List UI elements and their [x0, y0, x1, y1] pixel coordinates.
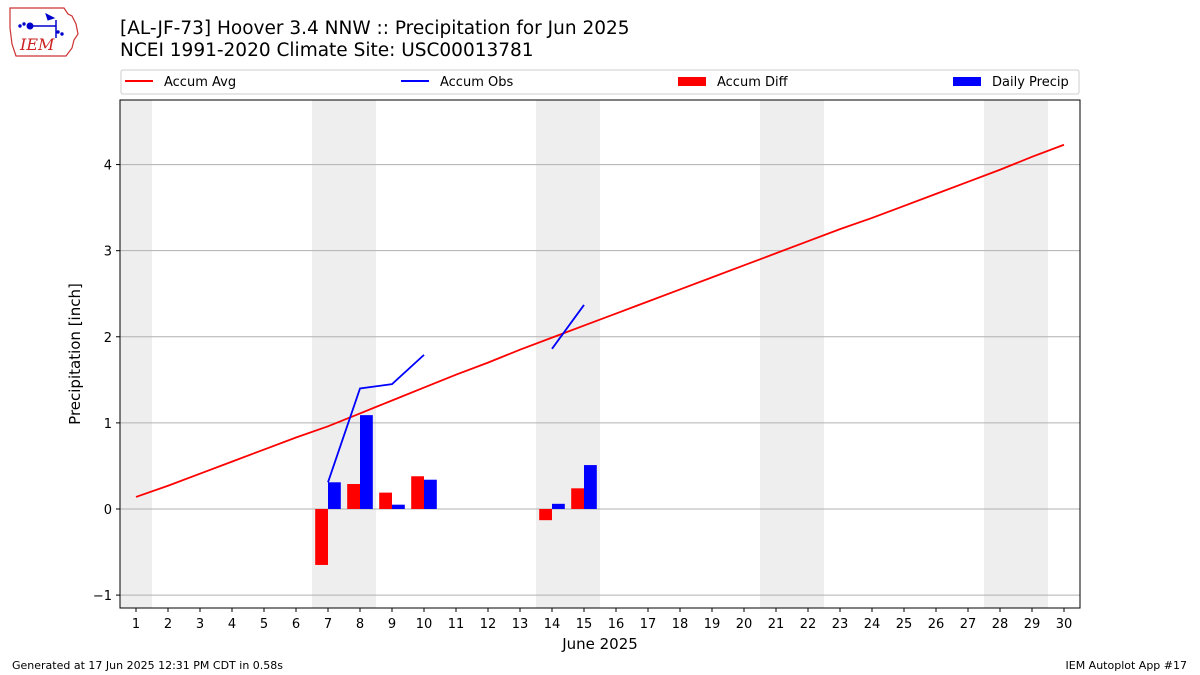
x-tick-label: 25: [896, 617, 913, 632]
x-tick-label: 27: [960, 617, 977, 632]
y-axis-label: Precipitation [inch]: [66, 283, 84, 425]
x-tick-label: 16: [608, 617, 625, 632]
daily-precip-bar: [328, 482, 341, 509]
accum-diff-bar: [379, 492, 392, 509]
y-tick-label: 1: [104, 417, 112, 432]
x-tick-label: 12: [480, 617, 497, 632]
iem-logo: IEM: [9, 7, 79, 57]
legend-item-accum-avg: Accum Avg: [125, 75, 236, 90]
y-tick-label: 2: [104, 331, 112, 346]
legend-label: Daily Precip: [992, 75, 1069, 90]
x-tick-label: 22: [800, 617, 817, 632]
x-tick-label: 24: [864, 617, 881, 632]
accum-diff-bar: [315, 508, 328, 565]
x-tick-label: 18: [672, 617, 689, 632]
weekend-shade: [984, 100, 1016, 608]
legend-item-daily-precip: Daily Precip: [953, 75, 1069, 90]
legend-label: Accum Diff: [717, 75, 789, 90]
x-tick-label: 13: [512, 617, 529, 632]
x-tick-label: 11: [448, 617, 465, 632]
daily-precip-bar: [552, 503, 565, 509]
legend: Accum Avg Accum Obs Accum Diff Daily Precip: [120, 69, 1080, 95]
x-tick-label: 6: [292, 617, 300, 632]
chart-title: [AL-JF-73] Hoover 3.4 NNW :: Precipitati…: [120, 18, 630, 39]
legend-label: Accum Obs: [440, 75, 513, 90]
x-tick-label: 3: [196, 617, 204, 632]
x-tick-label: 17: [640, 617, 657, 632]
accum-diff-bar: [571, 488, 584, 509]
iowa-state-outline-icon: [9, 7, 79, 57]
daily-precip-bar: [584, 465, 597, 509]
y-tick-label: 4: [104, 159, 112, 174]
weekend-shade: [120, 100, 152, 608]
x-tick-label: 20: [736, 617, 753, 632]
chart-subtitle: NCEI 1991-2020 Climate Site: USC00013781: [120, 40, 534, 61]
daily-precip-bar: [360, 415, 373, 509]
x-tick-label: 2: [164, 617, 172, 632]
accum-avg-line: [135, 143, 1065, 498]
weekend-shade: [792, 100, 824, 608]
x-tick-label: 30: [1056, 617, 1073, 632]
x-tick-label: 10: [416, 617, 433, 632]
weather-station-icon: [18, 13, 64, 38]
y-tick-label: 0: [104, 503, 112, 518]
weekend-shade: [568, 100, 600, 608]
generated-timestamp: Generated at 17 Jun 2025 12:31 PM CDT in…: [12, 659, 284, 672]
legend-label: Accum Avg: [164, 75, 236, 90]
accum-obs-line: [327, 354, 425, 483]
plot-frame: [119, 99, 1081, 609]
logo-text: IEM: [19, 35, 55, 54]
x-tick-label: 23: [832, 617, 849, 632]
app-label: IEM Autoplot App #17: [1065, 659, 1188, 672]
x-tick-label: 4: [228, 617, 236, 632]
legend-swatch: [678, 77, 706, 86]
x-axis-label: June 2025: [561, 635, 638, 653]
weekend-shade: [1016, 100, 1048, 608]
x-tick-label: 26: [928, 617, 945, 632]
legend-item-accum-diff: Accum Diff: [678, 75, 789, 90]
weekend-shade: [536, 100, 568, 608]
legend-box: [120, 69, 1080, 95]
daily-precip-bar: [392, 504, 405, 509]
x-tick-label: 9: [388, 617, 396, 632]
x-tick-label: 5: [260, 617, 268, 632]
x-tick-label: 15: [576, 617, 593, 632]
x-tick-label: 8: [356, 617, 364, 632]
legend-item-accum-obs: Accum Obs: [401, 75, 513, 90]
x-tick-label: 19: [704, 617, 721, 632]
accum-diff-bar: [347, 484, 360, 509]
y-tick-label: −1: [93, 589, 112, 604]
weekend-shade: [344, 100, 376, 608]
weekend-shade: [760, 100, 792, 608]
accum-diff-bar: [539, 508, 552, 521]
accum-diff-bar: [411, 476, 424, 509]
x-tick-label: 7: [324, 617, 332, 632]
daily-precip-bar: [424, 479, 437, 509]
x-tick-label: 14: [544, 617, 561, 632]
x-tick-label: 29: [1024, 617, 1041, 632]
y-tick-label: 3: [104, 245, 112, 260]
accum-obs-line: [551, 304, 585, 350]
x-tick-label: 21: [768, 617, 785, 632]
legend-swatch: [953, 77, 981, 86]
x-tick-label: 28: [992, 617, 1009, 632]
x-tick-label: 1: [132, 617, 140, 632]
